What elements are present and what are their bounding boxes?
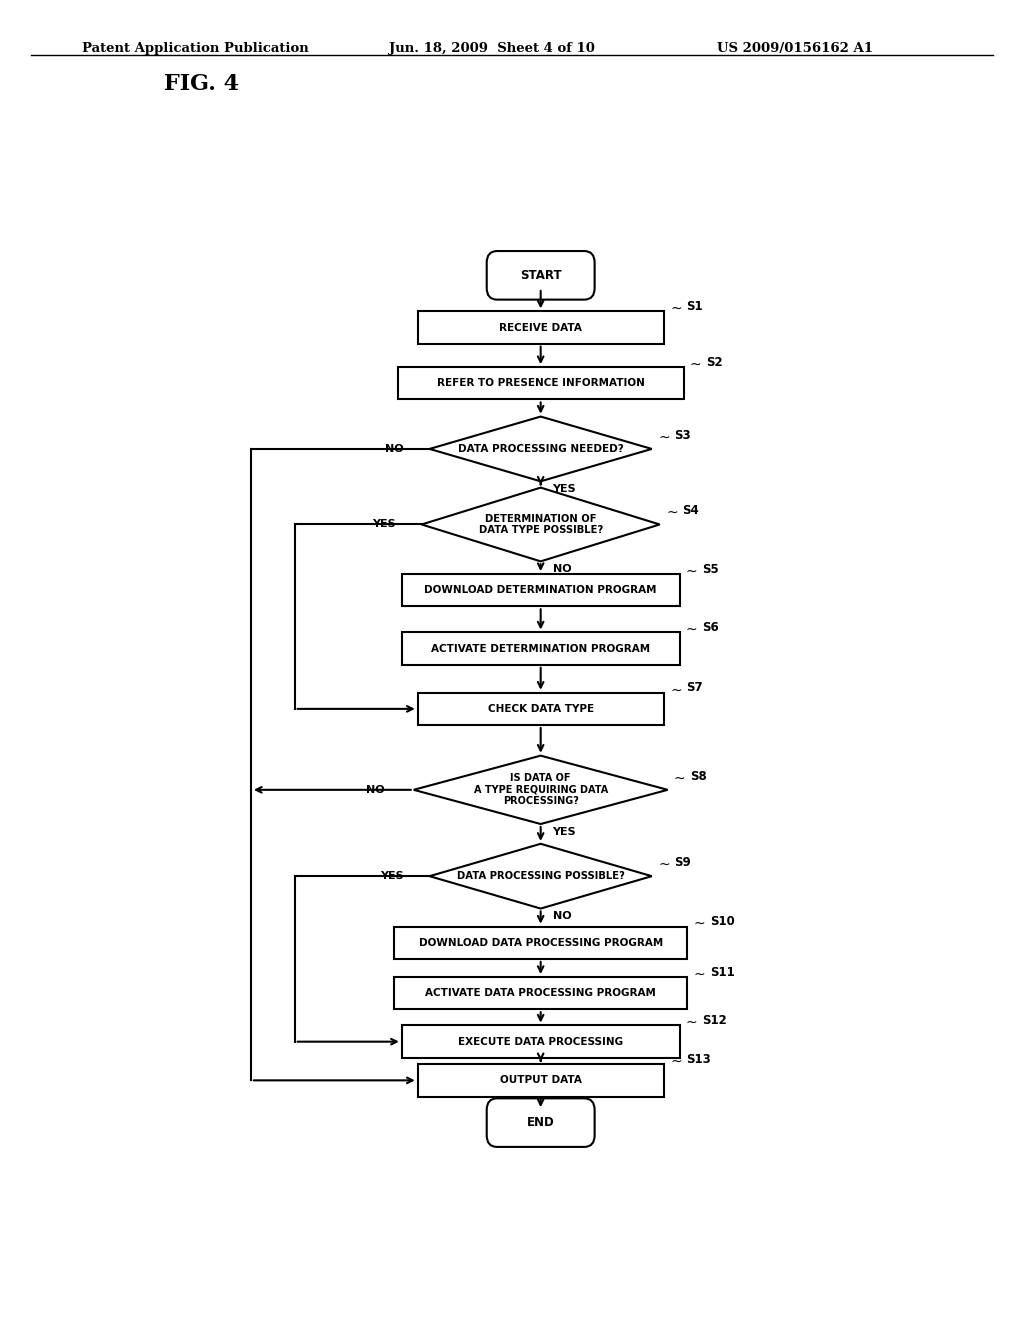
Text: ACTIVATE DATA PROCESSING PROGRAM: ACTIVATE DATA PROCESSING PROGRAM bbox=[425, 989, 656, 998]
FancyBboxPatch shape bbox=[418, 312, 664, 343]
Text: ~: ~ bbox=[670, 684, 682, 697]
Text: DATA PROCESSING POSSIBLE?: DATA PROCESSING POSSIBLE? bbox=[457, 871, 625, 882]
Text: DETERMINATION OF
DATA TYPE POSSIBLE?: DETERMINATION OF DATA TYPE POSSIBLE? bbox=[478, 513, 603, 536]
Text: NO: NO bbox=[553, 564, 571, 574]
Text: S1: S1 bbox=[686, 300, 702, 313]
Text: ~: ~ bbox=[694, 917, 706, 931]
Text: DOWNLOAD DETERMINATION PROGRAM: DOWNLOAD DETERMINATION PROGRAM bbox=[424, 585, 657, 595]
Text: NO: NO bbox=[553, 911, 571, 921]
Text: START: START bbox=[520, 269, 561, 282]
Text: RECEIVE DATA: RECEIVE DATA bbox=[500, 322, 582, 333]
Text: S3: S3 bbox=[674, 429, 690, 442]
Polygon shape bbox=[430, 417, 652, 482]
Text: ~: ~ bbox=[694, 968, 706, 981]
Text: S11: S11 bbox=[710, 966, 734, 978]
Text: YES: YES bbox=[553, 484, 577, 494]
FancyBboxPatch shape bbox=[394, 927, 687, 958]
Text: S10: S10 bbox=[710, 915, 734, 928]
Text: US 2009/0156162 A1: US 2009/0156162 A1 bbox=[717, 42, 872, 55]
Text: IS DATA OF
A TYPE REQUIRING DATA
PROCESSING?: IS DATA OF A TYPE REQUIRING DATA PROCESS… bbox=[473, 774, 608, 807]
Text: YES: YES bbox=[553, 826, 577, 837]
FancyBboxPatch shape bbox=[401, 1026, 680, 1057]
Text: ~: ~ bbox=[686, 623, 697, 638]
Text: ~: ~ bbox=[658, 430, 670, 445]
Text: YES: YES bbox=[380, 871, 403, 882]
Text: Patent Application Publication: Patent Application Publication bbox=[82, 42, 308, 55]
Text: S7: S7 bbox=[686, 681, 702, 694]
Text: S12: S12 bbox=[701, 1014, 726, 1027]
Text: ~: ~ bbox=[686, 565, 697, 578]
Text: YES: YES bbox=[372, 520, 395, 529]
Text: S6: S6 bbox=[701, 622, 719, 634]
FancyBboxPatch shape bbox=[486, 1098, 595, 1147]
Text: ~: ~ bbox=[666, 506, 678, 520]
FancyBboxPatch shape bbox=[418, 693, 664, 725]
Text: S4: S4 bbox=[682, 504, 698, 517]
FancyBboxPatch shape bbox=[418, 1064, 664, 1097]
Text: FIG. 4: FIG. 4 bbox=[164, 73, 239, 95]
Text: ~: ~ bbox=[674, 771, 686, 785]
Text: EXECUTE DATA PROCESSING: EXECUTE DATA PROCESSING bbox=[458, 1036, 624, 1047]
Text: OUTPUT DATA: OUTPUT DATA bbox=[500, 1076, 582, 1085]
Text: ACTIVATE DETERMINATION PROGRAM: ACTIVATE DETERMINATION PROGRAM bbox=[431, 644, 650, 653]
FancyBboxPatch shape bbox=[401, 574, 680, 606]
Text: ~: ~ bbox=[670, 1055, 682, 1069]
Text: S8: S8 bbox=[690, 770, 707, 783]
Text: ~: ~ bbox=[686, 1016, 697, 1030]
FancyBboxPatch shape bbox=[397, 367, 684, 400]
Text: S5: S5 bbox=[701, 562, 719, 576]
FancyBboxPatch shape bbox=[394, 977, 687, 1010]
Text: ~: ~ bbox=[690, 358, 701, 371]
Polygon shape bbox=[422, 487, 659, 561]
FancyBboxPatch shape bbox=[401, 632, 680, 665]
Text: DOWNLOAD DATA PROCESSING PROGRAM: DOWNLOAD DATA PROCESSING PROGRAM bbox=[419, 937, 663, 948]
Text: CHECK DATA TYPE: CHECK DATA TYPE bbox=[487, 704, 594, 714]
Text: NO: NO bbox=[385, 444, 403, 454]
Text: NO: NO bbox=[367, 785, 385, 795]
Text: ~: ~ bbox=[658, 858, 670, 871]
Text: ~: ~ bbox=[670, 302, 682, 315]
Text: S9: S9 bbox=[674, 855, 691, 869]
Text: END: END bbox=[526, 1117, 555, 1129]
Text: S2: S2 bbox=[706, 356, 722, 368]
Text: Jun. 18, 2009  Sheet 4 of 10: Jun. 18, 2009 Sheet 4 of 10 bbox=[389, 42, 595, 55]
Text: DATA PROCESSING NEEDED?: DATA PROCESSING NEEDED? bbox=[458, 444, 624, 454]
Polygon shape bbox=[414, 755, 668, 824]
Polygon shape bbox=[430, 843, 652, 908]
Text: S13: S13 bbox=[686, 1053, 711, 1067]
Text: REFER TO PRESENCE INFORMATION: REFER TO PRESENCE INFORMATION bbox=[436, 379, 645, 388]
FancyBboxPatch shape bbox=[486, 251, 595, 300]
